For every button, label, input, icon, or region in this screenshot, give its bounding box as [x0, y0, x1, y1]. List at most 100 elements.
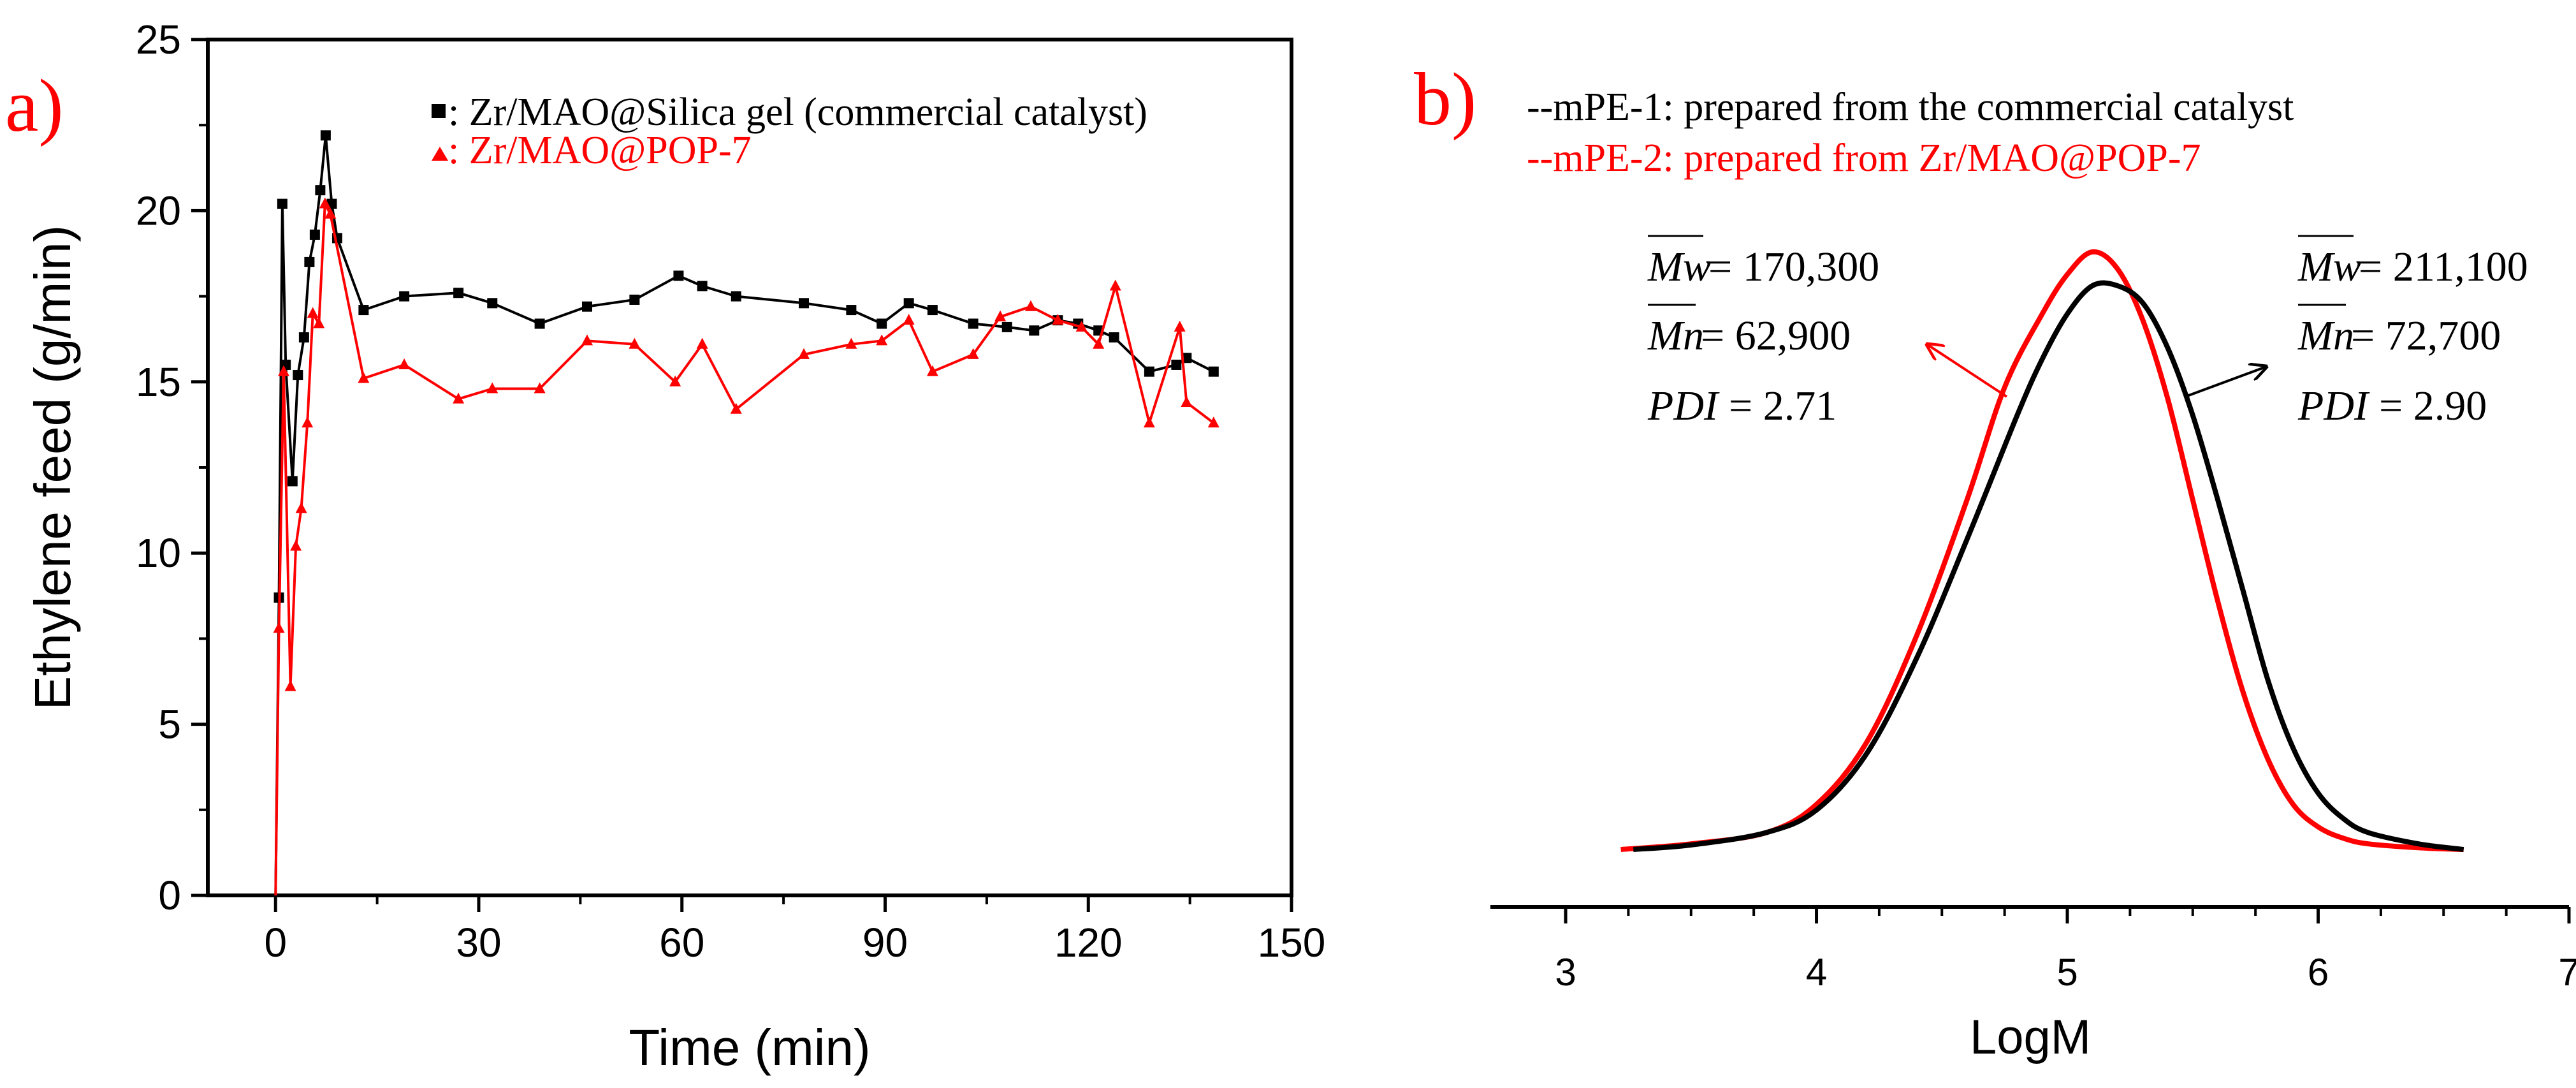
data-point-silica [582, 301, 592, 312]
annotation-mw-symbol-right: Mw [2297, 244, 2361, 290]
data-point-silica [320, 130, 331, 141]
panel-b-x-tick-label: 5 [2056, 951, 2078, 994]
panel-a-x-ticks: 0 30 60 90 120 150 [264, 895, 1325, 966]
panel-a-x-tick-label: 0 [264, 920, 287, 966]
annotation-arrow-right [2185, 367, 2266, 398]
data-point-silica [277, 198, 287, 209]
legend-label-pop7: : Zr/MAO@POP-7 [448, 129, 752, 172]
data-point-pop7 [295, 502, 307, 513]
annotation-mw-symbol-left: Mw [1647, 244, 1711, 290]
data-point-silica [287, 476, 298, 487]
annotation-mw-value-left: = 170,300 [1708, 244, 1879, 290]
data-point-pop7 [798, 348, 810, 359]
data-point-silica [968, 318, 979, 329]
data-point-silica [731, 291, 741, 302]
panel-b-label: b) [1414, 57, 1476, 141]
panel-b-plot-area [1620, 249, 2464, 852]
annotation-pdi-symbol-left: PDI [1647, 383, 1720, 429]
series-line-pop7 [274, 202, 1215, 896]
panel-a-x-tick-label: 30 [456, 920, 501, 966]
data-point-pop7 [1075, 320, 1088, 332]
annotation-mpe1: Mw = 211,100 Mn = 72,700 PDI = 2.90 [2185, 235, 2528, 429]
annotation-pdi-value-right: = 2.90 [2379, 383, 2487, 429]
annotation-pdi-symbol-right: PDI [2297, 383, 2370, 429]
data-point-pop7 [1181, 396, 1193, 408]
data-point-pop7 [324, 207, 337, 219]
data-point-silica [293, 370, 303, 381]
curve-mpe-2 [1620, 249, 2464, 852]
legend-mpe1: --mPE-1: prepared from the commercial ca… [1527, 85, 2294, 129]
panel-b-x-tick-label: 7 [2558, 951, 2576, 994]
data-point-silica [903, 298, 914, 309]
panel-a: a) 0 30 60 90 120 150 0 5 10 15 20 25 Time (min) E… [5, 17, 1325, 1076]
panel-b-x-axis-label: LogM [1970, 1010, 2091, 1064]
panel-a-x-tick-label: 150 [1258, 920, 1326, 966]
panel-a-x-tick-label: 120 [1054, 920, 1123, 966]
data-point-silica [358, 305, 369, 316]
data-point-pop7 [290, 540, 302, 551]
data-point-silica [877, 318, 887, 329]
data-point-pop7 [994, 310, 1007, 321]
panel-a-y-tick-label: 20 [136, 187, 181, 233]
data-point-silica [453, 288, 464, 298]
data-point-pop7 [278, 365, 289, 376]
data-point-silica [309, 229, 320, 240]
annotation-mn-value-left: = 62,900 [1701, 312, 1851, 359]
data-point-pop7 [313, 317, 325, 328]
data-point-pop7 [926, 365, 938, 376]
panel-a-legend: : Zr/MAO@Silica gel (commercial catalyst… [432, 91, 1147, 172]
data-point-pop7 [1143, 416, 1155, 428]
data-point-pop7 [845, 337, 857, 349]
data-point-silica [1144, 366, 1154, 377]
legend-marker-pop7 [432, 147, 448, 161]
data-point-pop7 [967, 348, 979, 359]
data-point-silica [799, 298, 809, 309]
panel-a-label: a) [5, 64, 64, 147]
legend-marker-silica [432, 104, 446, 118]
data-point-pop7 [876, 334, 888, 346]
panel-b-legend: --mPE-1: prepared from the commercial ca… [1527, 85, 2294, 180]
data-point-pop7 [1174, 320, 1186, 332]
data-point-pop7 [730, 402, 742, 414]
annotation-mn-value-right: = 72,700 [2351, 312, 2501, 359]
data-point-silica [629, 294, 640, 305]
data-point-silica [298, 332, 309, 343]
annotation-mn-symbol-right: Mn [2297, 312, 2354, 359]
panel-a-y-tick-label: 15 [136, 359, 181, 405]
data-point-silica [1171, 359, 1182, 370]
data-point-silica [1029, 325, 1040, 336]
data-point-pop7 [669, 375, 681, 386]
data-point-pop7 [1109, 279, 1121, 291]
annotation-mw-value-right: = 211,100 [2359, 244, 2528, 290]
data-point-silica [697, 281, 708, 291]
legend-label-silica: : Zr/MAO@Silica gel (commercial catalyst… [448, 91, 1147, 134]
data-point-pop7 [1093, 337, 1105, 349]
data-point-pop7 [319, 197, 331, 209]
panel-a-x-tick-label: 90 [862, 920, 908, 966]
panel-a-plot-area [273, 130, 1219, 896]
panel-a-y-axis-label: Ethylene feed (g/min) [24, 225, 81, 710]
panel-b: b) 3 4 5 6 7 LogM --mPE-1: prepared from the… [1414, 57, 2576, 1064]
data-point-pop7 [307, 307, 319, 318]
data-point-pop7 [1207, 416, 1219, 428]
data-point-pop7 [453, 392, 465, 404]
data-point-pop7 [1052, 314, 1064, 325]
annotation-mn-symbol-left: Mn [1647, 312, 1704, 359]
data-point-silica [1208, 366, 1219, 377]
panel-b-x-ticks: 3 4 5 6 7 [1555, 907, 2576, 994]
data-point-pop7 [1024, 300, 1037, 311]
curve-mpe-1 [1633, 280, 2464, 852]
data-point-pop7 [534, 382, 546, 393]
data-point-silica [304, 256, 315, 267]
data-point-pop7 [273, 622, 285, 633]
data-point-pop7 [398, 358, 411, 369]
data-point-pop7 [696, 337, 708, 349]
data-point-silica [1001, 321, 1012, 332]
data-point-silica [1109, 332, 1119, 343]
data-point-pop7 [629, 337, 641, 349]
data-point-pop7 [284, 680, 296, 691]
panel-b-x-tick-label: 3 [1555, 951, 1576, 994]
data-point-pop7 [581, 334, 593, 346]
data-point-silica [846, 305, 857, 316]
